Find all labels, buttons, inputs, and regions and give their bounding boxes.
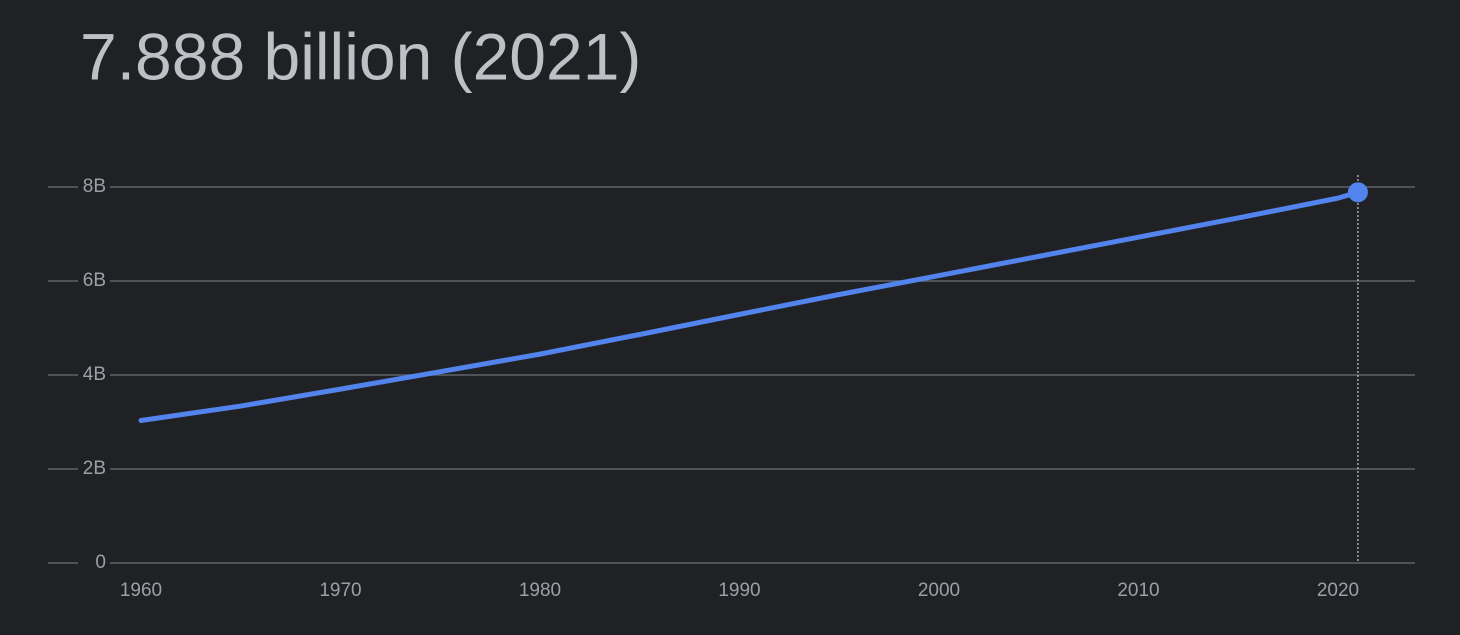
x-tick-label: 1970	[319, 580, 361, 601]
y-tick-label: 4B	[83, 364, 106, 385]
x-tick-label: 1990	[718, 580, 760, 601]
y-tick-label: 6B	[83, 270, 106, 291]
y-tick-label: 2B	[83, 458, 106, 479]
data-line	[138, 189, 1361, 423]
chart-title: 7.888 billion (2021)	[80, 19, 641, 93]
x-tick-label: 2000	[918, 580, 960, 601]
y-tick-label: 8B	[83, 176, 106, 197]
x-tick-label: 1980	[519, 580, 561, 601]
data-point	[1347, 182, 1368, 203]
x-tick-label: 1960	[120, 580, 162, 601]
x-tick-label: 2010	[1117, 580, 1159, 601]
y-tick-label: 0	[95, 552, 106, 573]
x-tick-label: 2020	[1317, 580, 1359, 601]
